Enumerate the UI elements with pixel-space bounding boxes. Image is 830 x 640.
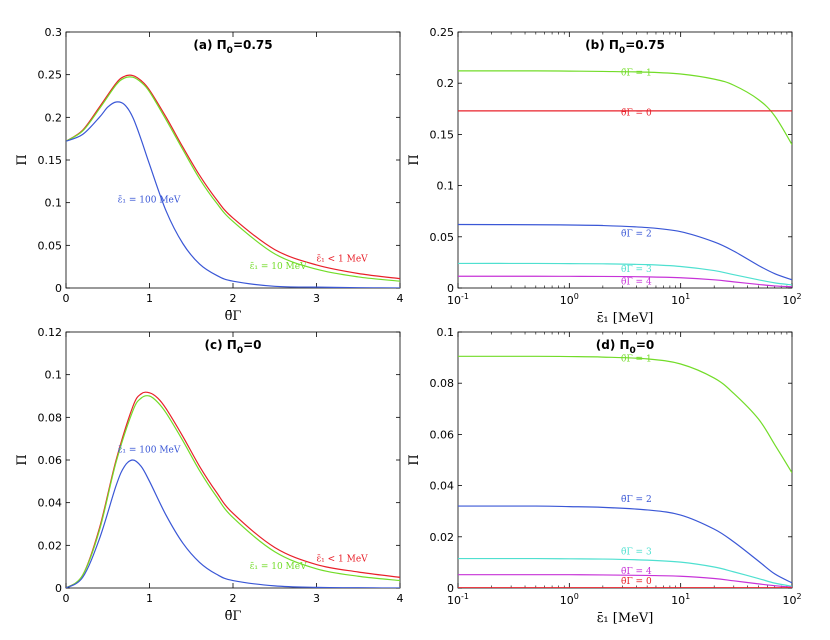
y-tick-label: 0	[55, 582, 62, 595]
panel-d: 0 0.02 0.04 0.06 0.08 0.1 10-1 100 101 102 θ̄Γ = 1…	[407, 326, 802, 626]
x-tick-label: 102	[782, 292, 801, 307]
y-tick-label: 0.04	[38, 497, 63, 510]
curve-label: θ̄Γ = 0	[621, 577, 652, 587]
y-tick-label: 0.1	[437, 180, 455, 193]
curve-label: θ̄Γ = 1	[621, 69, 652, 79]
x-tick-label: 101	[671, 592, 690, 607]
x-axis-label: θ̄Γ	[225, 609, 242, 624]
curve-label: θ̄Γ = 1	[621, 354, 652, 364]
y-tick-label: 0.25	[38, 69, 63, 82]
curve-label: ε̄₁ = 10 MeV	[250, 562, 307, 572]
series-line-2	[458, 557, 792, 587]
series-line-1	[66, 76, 400, 282]
y-tick-label: 0.08	[38, 411, 63, 424]
x-axis-label: θ̄Γ	[225, 309, 242, 324]
y-tick-label: 0.15	[430, 128, 455, 141]
series-line-3	[458, 574, 792, 588]
y-tick-label: 0.2	[45, 111, 63, 124]
y-tick-label: 0	[447, 582, 454, 595]
y-tick-label: 0.02	[430, 531, 455, 544]
y-tick-label: 0.08	[430, 377, 455, 390]
curves-group	[66, 74, 400, 288]
x-tick-label: 2	[230, 292, 237, 305]
series-line-2	[66, 101, 400, 288]
panel-title: (c) Π0=0	[205, 338, 262, 356]
series-line-0	[458, 355, 792, 474]
y-tick-label: 0	[447, 282, 454, 295]
series-line-0	[66, 74, 400, 280]
series-line-4	[458, 275, 792, 288]
y-tick-label: 0.05	[430, 231, 455, 244]
x-tick-label: 0	[63, 292, 70, 305]
y-axis-label: Π	[15, 154, 30, 165]
x-tick-label: 4	[397, 592, 404, 605]
curves-group	[66, 391, 400, 588]
x-tick-label: 10-1	[447, 592, 469, 607]
curve-label: θ̄Γ = 4	[621, 567, 652, 577]
panel-a: 0 0.05 0.1 0.15 0.2 0.25 0.3 0 1 2 3 4 ε̄₁ = 100 MeV…	[15, 26, 404, 324]
panel-title: (b) Π0=0.75	[585, 38, 665, 56]
panel-title: (a) Π0=0.75	[193, 38, 272, 56]
y-axis-label: Π	[407, 454, 422, 465]
panel-title: (d) Π0=0	[596, 338, 654, 356]
y-axis-label: Π	[15, 454, 30, 465]
x-tick-label: 100	[560, 292, 579, 307]
curve-label: ε̄₁ = 100 MeV	[118, 196, 181, 206]
y-tick-label: 0.1	[45, 197, 63, 210]
x-tick-label: 101	[671, 292, 690, 307]
curve-label: ε̄₁ = 10 MeV	[250, 262, 307, 272]
y-axis-label: Π	[407, 154, 422, 165]
y-tick-label: 0.1	[437, 326, 455, 339]
series-line-2	[458, 223, 792, 281]
curve-label: ε̄₁ < 1 MeV	[317, 255, 369, 265]
x-tick-label: 1	[146, 592, 153, 605]
panel-c: 0 0.02 0.04 0.06 0.08 0.1 0.12 0 1 2 3 4 ε̄₁ = 100 M…	[15, 326, 404, 624]
x-tick-label: 0	[63, 592, 70, 605]
curves-group	[458, 70, 792, 288]
y-tick-label: 0	[55, 282, 62, 295]
curve-label: θ̄Γ = 4	[621, 277, 652, 287]
x-tick-label: 1	[146, 292, 153, 305]
y-tick-label: 0.25	[430, 26, 455, 39]
x-tick-label: 3	[313, 292, 320, 305]
series-line-3	[458, 262, 792, 286]
x-axis-label: ε̄₁ [MeV]	[597, 611, 654, 626]
axes-frame	[457, 31, 793, 289]
y-tick-label: 0.1	[45, 369, 63, 382]
x-tick-label: 10-1	[447, 292, 469, 307]
y-tick-label: 0.06	[38, 454, 63, 467]
curves-group	[458, 355, 792, 588]
curve-label: θ̄Γ = 2	[621, 495, 652, 505]
x-tick-label: 102	[782, 592, 801, 607]
y-tick-label: 0.15	[38, 154, 63, 167]
y-tick-label: 0.12	[38, 326, 63, 339]
x-tick-label: 2	[230, 592, 237, 605]
curve-label: ε̄₁ < 1 MeV	[317, 554, 369, 564]
y-tick-label: 0.05	[38, 239, 63, 252]
curve-label: θ̄Γ = 2	[621, 229, 652, 239]
curve-label: θ̄Γ = 0	[621, 108, 652, 118]
y-tick-label: 0.06	[430, 428, 455, 441]
x-tick-label: 4	[397, 292, 404, 305]
x-tick-label: 100	[560, 592, 579, 607]
y-tick-label: 0.2	[437, 77, 455, 90]
curve-label: ε̄₁ = 100 MeV	[118, 446, 181, 456]
curve-label: θ̄Γ = 3	[621, 548, 652, 558]
series-line-2	[66, 459, 400, 588]
series-line-1	[458, 505, 792, 584]
series-line-1	[66, 395, 400, 588]
series-line-0	[458, 70, 792, 145]
x-tick-label: 3	[313, 592, 320, 605]
y-tick-label: 0.04	[430, 480, 455, 493]
y-tick-label: 0.3	[45, 26, 63, 39]
x-axis-label: ε̄₁ [MeV]	[597, 311, 654, 326]
y-tick-label: 0.02	[38, 539, 63, 552]
panel-b: 0 0.05 0.1 0.15 0.2 0.25 10-1 100 101 102 θ̄Γ = 1 θ…	[407, 26, 802, 326]
curve-label: θ̄Γ = 3	[621, 265, 652, 275]
